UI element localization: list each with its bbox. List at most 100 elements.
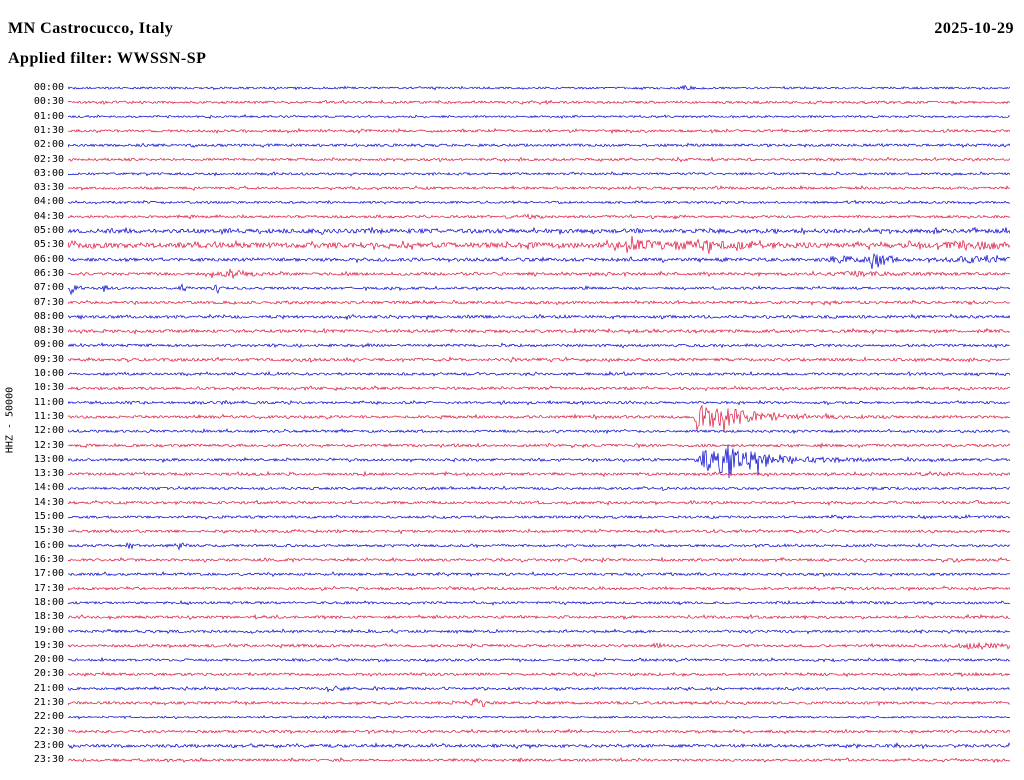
seismogram-trace-row: [68, 685, 1010, 693]
time-label: 00:00: [33, 82, 64, 93]
seismogram-trace-row: [68, 399, 1010, 406]
seismogram-trace-row: [68, 299, 1010, 306]
seismogram-trace-row: [68, 268, 1010, 279]
seismogram-trace-row: [68, 427, 1010, 435]
seismogram-trace-row: [68, 728, 1010, 735]
seismogram-trace-row: [68, 356, 1010, 363]
helicorder-plot: 00:00 00:30 01:00 01:30 02:00 02:30 03:00 03:30…: [0, 82, 1024, 778]
filter-label: Applied filter: WWSSN-SP: [8, 50, 207, 67]
time-label: 17:00: [33, 568, 64, 580]
seismogram-trace-row: [68, 184, 1010, 191]
seismogram-trace-row: [68, 84, 1010, 91]
time-label: 23:30: [33, 754, 64, 766]
seismogram-trace-row: [68, 642, 1010, 651]
seismogram-trace-row: [68, 628, 1010, 635]
seismogram-trace-row: [68, 252, 1010, 270]
seismogram-trace-row: [68, 585, 1010, 592]
seismogram-trace-row: [68, 342, 1010, 349]
seismogram-trace-row: [68, 385, 1010, 392]
time-label: 05:00: [33, 225, 64, 236]
time-label: 19:00: [33, 625, 64, 637]
seismogram-trace-row: [68, 485, 1010, 492]
time-label: 20:30: [33, 668, 64, 680]
seismogram-trace-row: [68, 442, 1010, 449]
time-label: 16:30: [33, 553, 64, 565]
time-label: 02:00: [33, 139, 64, 151]
time-label: 12:00: [33, 425, 64, 437]
time-label: 20:00: [33, 654, 64, 665]
seismogram-trace-row: [68, 514, 1010, 520]
seismogram-trace-row: [68, 142, 1010, 148]
seismogram-trace-row: [68, 656, 1010, 663]
time-label: 04:30: [33, 210, 64, 222]
seismogram-trace-row: [68, 714, 1010, 720]
seismogram-trace-row: [68, 499, 1010, 507]
time-label: 06:30: [33, 267, 64, 279]
time-label: 05:30: [33, 239, 64, 251]
seismogram-trace-row: [68, 127, 1010, 135]
time-label: 03:00: [33, 167, 64, 179]
seismogram-trace-row: [68, 114, 1010, 120]
time-label: 22:00: [33, 711, 64, 723]
date-label: 2025-10-29: [934, 20, 1014, 37]
seismogram-trace-row: [68, 470, 1010, 478]
time-label: 18:30: [33, 611, 64, 623]
seismogram-trace-row: [68, 697, 1010, 708]
time-label: 00:30: [33, 96, 64, 108]
station-title: MN Castrocucco, Italy: [8, 20, 174, 37]
time-label: 16:00: [33, 539, 64, 551]
seismogram-trace-row: [68, 613, 1010, 621]
time-label: 09:00: [33, 339, 64, 351]
time-label: 03:30: [33, 182, 64, 194]
seismogram-trace-row: [68, 199, 1010, 205]
seismogram-trace-row: [68, 313, 1010, 321]
seismogram-trace-row: [68, 445, 1010, 479]
time-label: 12:30: [33, 439, 64, 451]
seismogram-trace-row: [68, 156, 1010, 163]
time-label: 10:30: [33, 382, 64, 394]
seismogram-trace-row: [68, 283, 1010, 296]
time-label: 14:00: [33, 482, 64, 494]
seismogram-trace-row: [68, 405, 1010, 433]
time-label: 13:00: [33, 453, 64, 465]
time-label: 21:00: [33, 682, 64, 694]
time-label: 06:00: [33, 253, 64, 265]
seismogram-trace-row: [68, 235, 1010, 254]
seismogram-trace-row: [68, 171, 1010, 177]
time-label: 08:00: [33, 310, 64, 322]
seismogram-trace-row: [68, 756, 1010, 764]
time-label: 13:30: [33, 468, 64, 480]
seismogram-traces: [68, 84, 1010, 764]
seismogram-trace-row: [68, 556, 1010, 564]
time-label: 15:30: [33, 525, 64, 537]
time-label: 18:00: [33, 596, 64, 608]
time-label: 04:00: [33, 196, 64, 208]
time-label: 11:30: [33, 410, 64, 422]
time-label: 15:00: [33, 511, 64, 522]
seismogram-trace-row: [68, 671, 1010, 678]
seismogram-trace-row: [68, 542, 1010, 551]
time-label: 07:00: [33, 282, 64, 294]
time-label: 14:30: [33, 496, 64, 508]
seismogram-trace-row: [68, 742, 1010, 750]
seismogram-trace-row: [68, 226, 1010, 236]
seismogram-trace-row: [68, 599, 1010, 606]
time-label: 21:30: [33, 696, 64, 708]
time-label: 11:00: [33, 396, 64, 408]
seismogram-trace-row: [68, 99, 1010, 105]
seismogram-trace-row: [68, 327, 1010, 335]
time-label: 22:30: [33, 725, 64, 737]
time-label: 01:30: [33, 124, 64, 136]
seismogram-trace-row: [68, 528, 1010, 535]
time-label: 01:00: [33, 110, 64, 122]
time-label: 23:00: [33, 739, 64, 751]
time-label: 19:30: [33, 639, 64, 651]
time-axis: 00:00 00:30 01:00 01:30 02:00 02:30 03:00 03:30…: [30, 82, 64, 774]
time-label: 02:30: [33, 153, 64, 165]
time-label: 08:30: [33, 325, 64, 337]
time-label: 10:00: [33, 368, 64, 379]
time-label: 07:30: [33, 296, 64, 308]
seismogram-trace-row: [68, 213, 1010, 220]
seismogram-trace-row: [68, 571, 1010, 578]
